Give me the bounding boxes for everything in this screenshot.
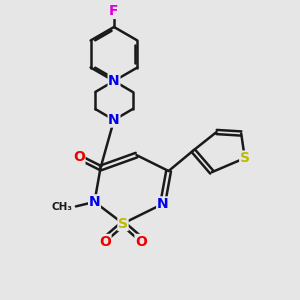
Text: O: O <box>99 235 111 248</box>
Text: O: O <box>73 150 85 164</box>
Text: N: N <box>157 197 168 211</box>
Text: N: N <box>89 195 100 209</box>
Text: N: N <box>108 74 120 88</box>
Text: O: O <box>135 235 147 248</box>
Text: N: N <box>108 113 120 127</box>
Text: CH₃: CH₃ <box>52 202 73 212</box>
Text: S: S <box>118 217 128 230</box>
Text: F: F <box>109 4 119 18</box>
Text: S: S <box>240 151 250 165</box>
